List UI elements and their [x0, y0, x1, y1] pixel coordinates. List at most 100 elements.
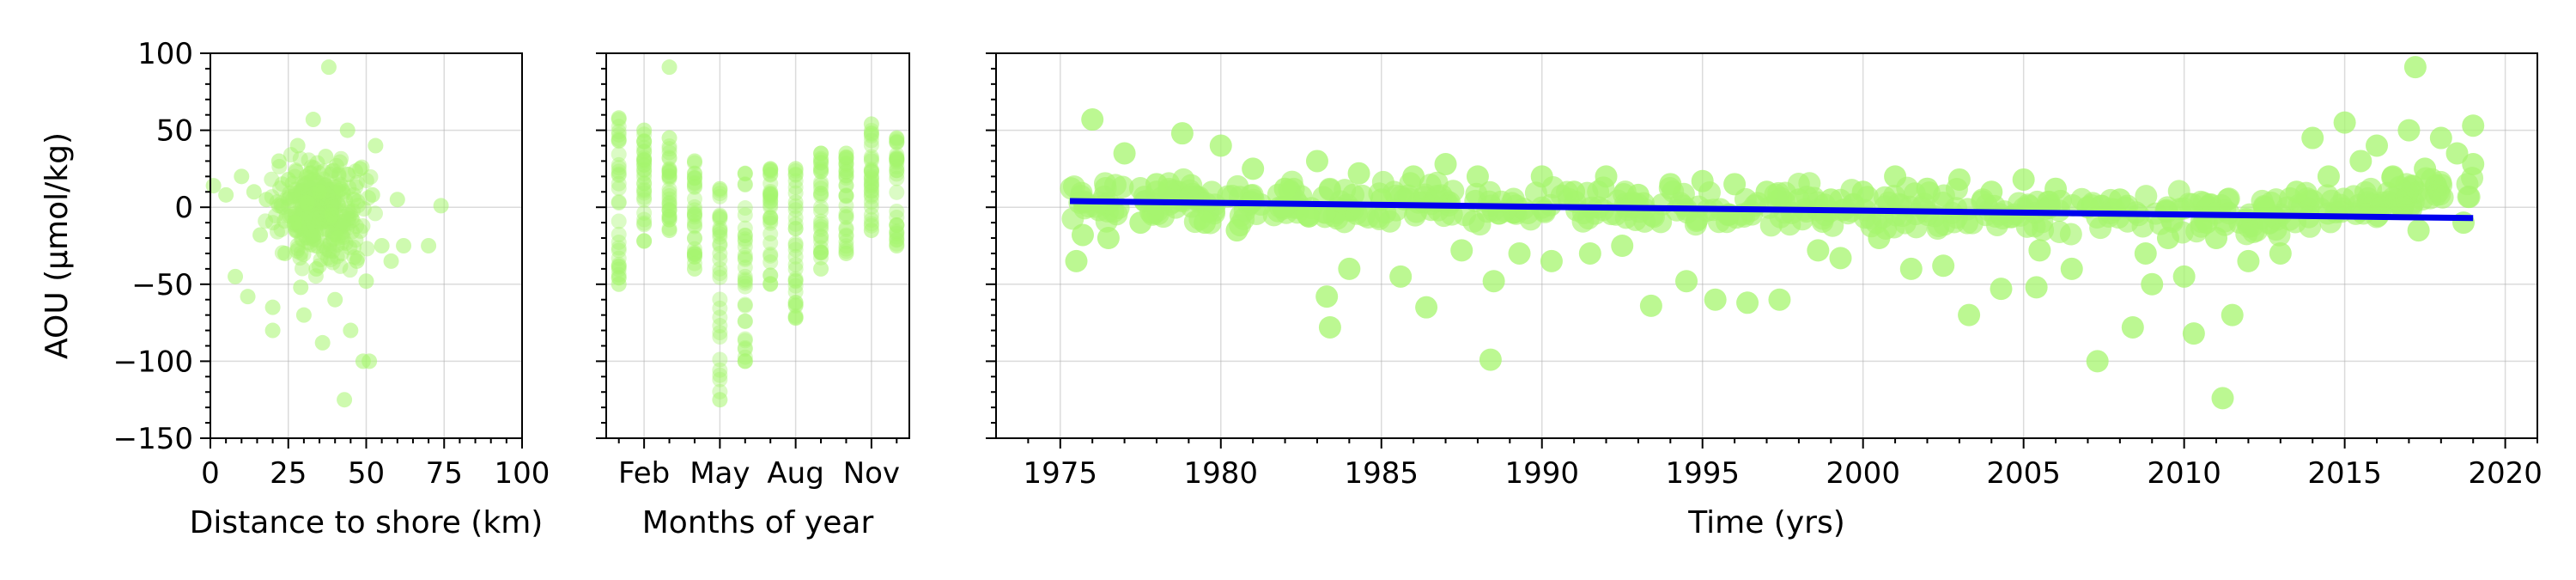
- data-point: [2348, 193, 2371, 217]
- data-point: [246, 184, 262, 200]
- data-point: [300, 223, 316, 239]
- data-point: [838, 170, 854, 186]
- data-point: [712, 309, 728, 326]
- x-tick-label: 100: [495, 456, 550, 491]
- data-point: [362, 168, 379, 185]
- data-point: [358, 273, 374, 290]
- data-point: [298, 229, 314, 246]
- data-point: [787, 173, 804, 189]
- data-point: [264, 171, 280, 187]
- data-point: [838, 163, 854, 180]
- data-point: [2060, 257, 2083, 280]
- data-point: [737, 200, 753, 217]
- data-point: [737, 228, 753, 244]
- data-point: [737, 353, 753, 369]
- data-point: [240, 289, 256, 305]
- data-point: [787, 273, 804, 290]
- data-point: [319, 241, 335, 257]
- data-point: [762, 186, 779, 203]
- data-point: [315, 196, 331, 212]
- data-point: [1885, 204, 1908, 227]
- data-point: [787, 185, 804, 201]
- x-axis-label: Months of year: [642, 505, 874, 540]
- x-tick-label: 75: [426, 456, 463, 491]
- data-point: [2403, 56, 2427, 79]
- data-point: [737, 259, 753, 276]
- data-point: [712, 362, 728, 378]
- data-point: [762, 186, 779, 203]
- data-point: [307, 217, 323, 234]
- data-point: [341, 211, 357, 227]
- data-point: [368, 137, 384, 154]
- data-point: [1958, 303, 1981, 327]
- data-point: [2397, 119, 2421, 142]
- data-point: [611, 259, 627, 275]
- data-point: [341, 204, 357, 220]
- data-point: [838, 162, 854, 178]
- data-point: [813, 162, 829, 178]
- data-point: [737, 233, 753, 249]
- data-point: [636, 182, 653, 198]
- data-point: [348, 232, 364, 248]
- data-point: [813, 244, 829, 260]
- data-point: [1508, 241, 1531, 265]
- data-point: [889, 203, 905, 219]
- data-point: [863, 176, 879, 192]
- data-point: [1691, 169, 1714, 192]
- data-point: [611, 242, 627, 259]
- data-point: [264, 215, 281, 231]
- data-point: [2086, 350, 2109, 373]
- data-point: [813, 180, 829, 197]
- data-point: [762, 235, 779, 251]
- data-point: [813, 216, 829, 232]
- data-point: [1209, 134, 1232, 157]
- data-point: [611, 195, 627, 211]
- data-point: [661, 188, 677, 205]
- data-point: [303, 223, 319, 240]
- data-point: [611, 226, 627, 242]
- data-point: [1659, 173, 1682, 196]
- data-point: [327, 291, 343, 308]
- data-point: [787, 295, 804, 311]
- data-point: [661, 162, 677, 179]
- data-point: [1884, 165, 1907, 188]
- data-point: [636, 133, 653, 150]
- data-point: [1851, 180, 1874, 204]
- data-point: [339, 122, 355, 138]
- data-point: [355, 201, 372, 217]
- data-point: [321, 242, 337, 259]
- data-point: [737, 231, 753, 247]
- data-point: [2333, 111, 2356, 134]
- data-point: [2427, 180, 2450, 203]
- y-tick-label: −150: [113, 422, 193, 456]
- data-point: [302, 222, 319, 238]
- data-point: [611, 131, 627, 147]
- data-point: [611, 110, 627, 126]
- data-point: [295, 260, 311, 277]
- data-point: [737, 313, 753, 329]
- data-point: [686, 247, 702, 263]
- data-point: [270, 198, 287, 214]
- data-point: [889, 154, 905, 170]
- data-point: [1482, 270, 1505, 293]
- data-point: [636, 143, 653, 160]
- data-point: [273, 198, 289, 214]
- data-point: [712, 266, 728, 282]
- data-point: [813, 160, 829, 176]
- data-point: [686, 246, 702, 262]
- data-point: [331, 168, 347, 184]
- data-point: [813, 174, 829, 191]
- data-point: [2414, 157, 2437, 180]
- data-point: [1500, 192, 1523, 215]
- data-point: [343, 206, 359, 223]
- data-point: [1060, 177, 1083, 200]
- data-point: [295, 177, 312, 193]
- data-point: [611, 213, 627, 229]
- data-point: [1942, 211, 1965, 234]
- data-point: [636, 205, 653, 221]
- data-point: [838, 187, 854, 204]
- data-point: [787, 261, 804, 278]
- data-point: [1065, 249, 1088, 272]
- data-point: [300, 211, 316, 227]
- data-point: [787, 220, 804, 236]
